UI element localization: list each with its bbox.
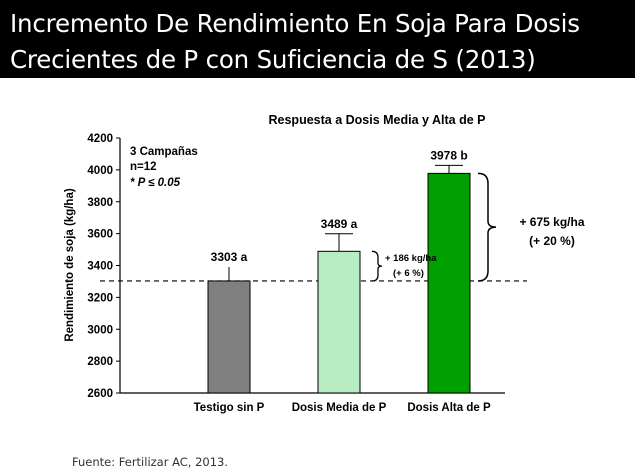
- chart-title: Respuesta a Dosis Media y Alta de P: [269, 113, 486, 127]
- bar-2: [317, 250, 361, 394]
- value-label: 3303 a: [211, 250, 248, 264]
- y-tick-label: 3600: [87, 229, 113, 241]
- y-tick-label: 3200: [87, 292, 113, 304]
- note-campaigns: 3 Campañas: [130, 146, 198, 158]
- bracket-medium: [371, 250, 383, 282]
- annotation-high-kg: + 675 kg/ha: [519, 215, 584, 229]
- y-tick-label: 3400: [87, 261, 113, 273]
- bar-1: [207, 280, 251, 394]
- slide-title-line-2: Crecientes de P con Suficiencia de S (20…: [10, 45, 536, 74]
- note-n: n=12: [130, 161, 157, 173]
- category-label: Dosis Media de P: [292, 402, 387, 414]
- value-label: 3978 b: [430, 148, 467, 162]
- category-label: Testigo sin P: [194, 402, 265, 414]
- bracket-high: [477, 172, 497, 282]
- source-note: Fuente: Fertilizar AC, 2013.: [72, 455, 229, 469]
- annotation-medium-pct: (+ 6 %): [393, 268, 424, 279]
- y-tick-label: 4000: [87, 165, 113, 177]
- value-label: 3489 a: [321, 217, 358, 231]
- y-tick-label: 2600: [87, 388, 113, 400]
- y-tick-label: 3800: [87, 197, 113, 209]
- y-tick-label: 3000: [87, 324, 113, 336]
- y-axis-label: Rendimiento de soja (kg/ha): [64, 188, 76, 342]
- annotation-high-pct: (+ 20 %): [529, 234, 575, 248]
- category-label: Dosis Alta de P: [407, 402, 491, 414]
- annotation-medium-kg: + 186 kg/ha: [385, 253, 437, 264]
- note-significance: * P ≤ 0.05: [130, 177, 181, 189]
- title-band: Incremento De Rendimiento En Soja Para D…: [0, 0, 635, 78]
- slide-title-line-1: Incremento De Rendimiento En Soja Para D…: [10, 9, 580, 38]
- y-tick-label: 4200: [87, 133, 113, 145]
- y-tick-label: 2800: [87, 356, 113, 368]
- bar-3: [427, 172, 471, 394]
